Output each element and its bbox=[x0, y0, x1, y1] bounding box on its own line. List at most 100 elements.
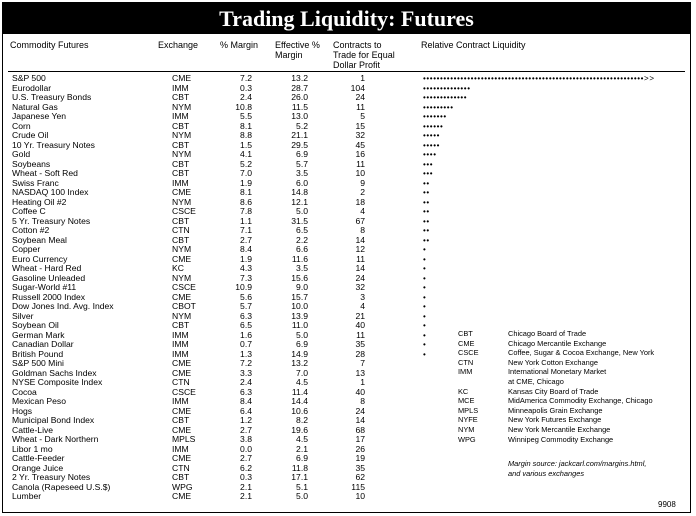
contracts-value: 16 bbox=[355, 149, 365, 159]
table-row: Russell 2000 Index CME 5.6 15.7 3 • bbox=[3, 292, 690, 303]
contracts-value: 9 bbox=[360, 177, 365, 188]
contracts-value: 32 bbox=[355, 282, 365, 292]
liquidity-dots: • bbox=[423, 340, 427, 349]
legend-code: MCE bbox=[458, 396, 475, 406]
exchange-code: CBT bbox=[172, 120, 190, 131]
exchange-code: CBT bbox=[172, 158, 190, 169]
table-row: Gasoline Unleaded NYM 7.3 15.6 24 • bbox=[3, 272, 690, 284]
margin-value: 7.1 bbox=[240, 225, 252, 235]
legend-description: Winnipeg Commodity Exchange bbox=[508, 434, 614, 444]
legend-code: KC bbox=[458, 386, 469, 396]
commodity-name: Cattle-Feeder bbox=[12, 453, 65, 463]
contracts-value: 68 bbox=[355, 424, 365, 435]
margin-value: 1.9 bbox=[240, 253, 252, 264]
margin-value: 10.9 bbox=[235, 282, 252, 292]
table-row: Japanese Yen IMM 5.5 13.0 5 ••••••• bbox=[3, 111, 690, 122]
margin-value: 3.3 bbox=[240, 367, 252, 378]
exchange-code: IMM bbox=[172, 329, 189, 340]
commodity-name: S&P 500 Mini bbox=[12, 358, 64, 368]
margin-value: 0.0 bbox=[240, 443, 252, 454]
margin-value: 7.8 bbox=[240, 206, 252, 216]
liquidity-dots: •• bbox=[423, 178, 430, 188]
liquidity-dots: •• bbox=[423, 207, 430, 216]
margin-value: 2.7 bbox=[240, 234, 252, 245]
effective-margin-value: 2.2 bbox=[296, 234, 308, 245]
margin-value: 7.3 bbox=[240, 272, 252, 283]
effective-margin-value: 11.4 bbox=[291, 386, 308, 397]
effective-margin-value: 19.6 bbox=[291, 424, 308, 435]
margin-value: 2.1 bbox=[240, 491, 252, 501]
margin-value: 6.3 bbox=[240, 386, 252, 397]
effective-margin-value: 3.5 bbox=[296, 263, 308, 273]
commodity-name: 5 Yr. Treasury Notes bbox=[12, 215, 91, 226]
commodity-name: Goldman Sachs Index bbox=[12, 367, 97, 378]
commodity-name: Crude Oil bbox=[12, 130, 49, 140]
commodity-name: Cattle-Live bbox=[12, 424, 54, 435]
margin-value: 8.8 bbox=[240, 130, 252, 140]
commodity-name: Soybeans bbox=[12, 158, 51, 169]
contracts-value: 11 bbox=[356, 101, 365, 112]
exchange-code: CME bbox=[172, 424, 192, 435]
margin-value: 1.2 bbox=[240, 415, 252, 425]
source-line2: and various exchanges bbox=[508, 468, 585, 478]
commodity-name: Dow Jones Ind. Avg. Index bbox=[12, 301, 114, 311]
margin-value: 2.4 bbox=[240, 377, 252, 387]
contracts-value: 12 bbox=[355, 244, 365, 254]
margin-value: 6.4 bbox=[240, 405, 252, 416]
margin-value: 4.3 bbox=[240, 263, 252, 273]
effective-margin-value: 6.0 bbox=[296, 177, 308, 188]
contracts-value: 18 bbox=[355, 196, 365, 207]
table-row: British Pound IMM 1.3 14.9 28 • bbox=[3, 348, 690, 360]
contracts-value: 35 bbox=[355, 462, 365, 473]
effective-margin-value: 6.9 bbox=[296, 453, 308, 463]
header-effective-line2: Margin bbox=[275, 50, 303, 60]
legend-description: at CME, Chicago bbox=[508, 376, 564, 386]
margin-value: 1.9 bbox=[240, 177, 252, 188]
effective-margin-value: 6.6 bbox=[296, 244, 308, 254]
table-row: Silver NYM 6.3 13.9 21 • bbox=[3, 310, 690, 322]
exchange-code: CBT bbox=[172, 168, 190, 178]
commodity-name: Soybean Meal bbox=[12, 234, 67, 245]
table-row: Municipal Bond Index CBT 1.2 8.2 14 bbox=[3, 415, 690, 426]
liquidity-dots: ••••••• bbox=[423, 112, 447, 121]
legend-description: Chicago Board of Trade bbox=[508, 329, 587, 338]
liquidity-dots: •• bbox=[423, 216, 430, 226]
commodity-name: Gasoline Unleaded bbox=[12, 272, 86, 283]
commodity-name: British Pound bbox=[12, 348, 64, 359]
legend-description: Minneapolis Grain Exchange bbox=[508, 405, 603, 415]
table-row: Gold NYM 4.1 6.9 16 •••• bbox=[3, 149, 690, 160]
margin-value: 8.4 bbox=[240, 396, 252, 406]
exchange-code: CME bbox=[172, 73, 192, 83]
contracts-value: 115 bbox=[351, 481, 365, 492]
liquidity-dots: • bbox=[423, 264, 427, 273]
contracts-value: 13 bbox=[355, 367, 365, 378]
table-row: Cotton #2 CTN 7.1 6.5 8 •• bbox=[3, 225, 690, 236]
exchange-code: IMM bbox=[172, 443, 189, 454]
table-row: U.S. Treasury Bonds CBT 2.4 26.0 24 •••••••••… bbox=[3, 92, 690, 103]
table-row: Swiss Franc IMM 1.9 6.0 9 •• bbox=[3, 177, 690, 189]
effective-margin-value: 11.8 bbox=[291, 462, 308, 473]
contracts-value: 32 bbox=[355, 130, 365, 140]
exchange-code: CME bbox=[172, 491, 192, 501]
commodity-name: Mexican Peso bbox=[12, 396, 66, 406]
header-margin: % Margin bbox=[220, 40, 259, 50]
table-row: Cattle-Live CME 2.7 19.6 68 bbox=[3, 424, 690, 436]
liquidity-dots: ••••••••••••• bbox=[423, 93, 468, 102]
margin-value: 6.3 bbox=[240, 310, 252, 321]
effective-margin-value: 11.0 bbox=[291, 320, 308, 330]
liquidity-dots: •••••••••••••• bbox=[423, 83, 471, 93]
liquidity-dots: • bbox=[423, 273, 427, 283]
contracts-value: 26 bbox=[355, 443, 365, 454]
effective-margin-value: 4.5 bbox=[296, 377, 308, 387]
table-row: 2 Yr. Treasury Notes CBT 0.3 17.1 62 bbox=[3, 472, 690, 483]
liquidity-dots: •••• bbox=[423, 150, 437, 159]
commodity-name: 2 Yr. Treasury Notes bbox=[12, 472, 91, 482]
commodity-name: Libor 1 mo bbox=[12, 443, 53, 454]
commodity-name: Cocoa bbox=[12, 386, 37, 397]
exchange-code: CME bbox=[172, 187, 192, 197]
effective-margin-value: 14.8 bbox=[291, 187, 308, 197]
exchange-code: MPLS bbox=[172, 434, 196, 444]
effective-margin-value: 31.5 bbox=[291, 215, 308, 226]
table-row: Wheat - Hard Red KC 4.3 3.5 14 • bbox=[3, 263, 690, 274]
